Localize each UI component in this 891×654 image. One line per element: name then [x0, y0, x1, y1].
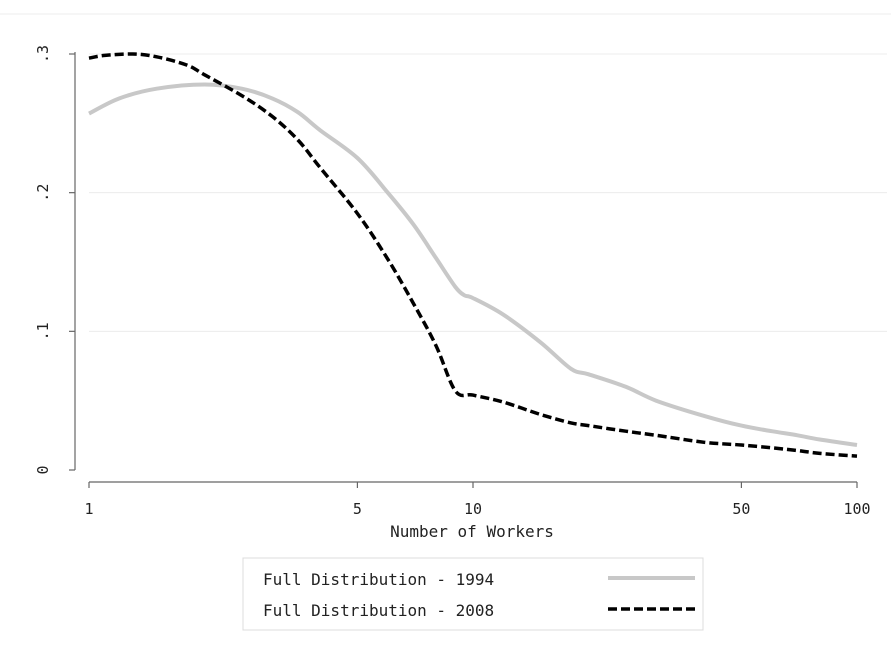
axes: 0 .1 .2 .3 1 5 10 50 100 [34, 45, 871, 518]
series-line-2008 [88, 52, 858, 458]
y-tick-label: .1 [34, 322, 52, 340]
y-tick-label: 0 [34, 465, 52, 474]
legend-box [242, 557, 704, 631]
x-tick-label: 1 [84, 500, 93, 518]
legend-label-2008: Full Distribution - 2008 [263, 601, 494, 620]
x-tick-label: 5 [353, 500, 362, 518]
y-tick-label: .3 [34, 45, 52, 63]
x-tick-label: 100 [843, 500, 870, 518]
y-tick-label: .2 [34, 184, 52, 202]
legend-label-1994: Full Distribution - 1994 [263, 570, 494, 589]
x-tick-label: 50 [732, 500, 750, 518]
x-axis-title: Number of Workers [390, 522, 554, 541]
gridlines [89, 53, 887, 332]
series-lines [88, 52, 858, 458]
series-line-1994 [88, 82, 858, 447]
legend: Full Distribution - 1994 Full Distributi… [242, 557, 704, 631]
x-tick-label: 10 [464, 500, 482, 518]
